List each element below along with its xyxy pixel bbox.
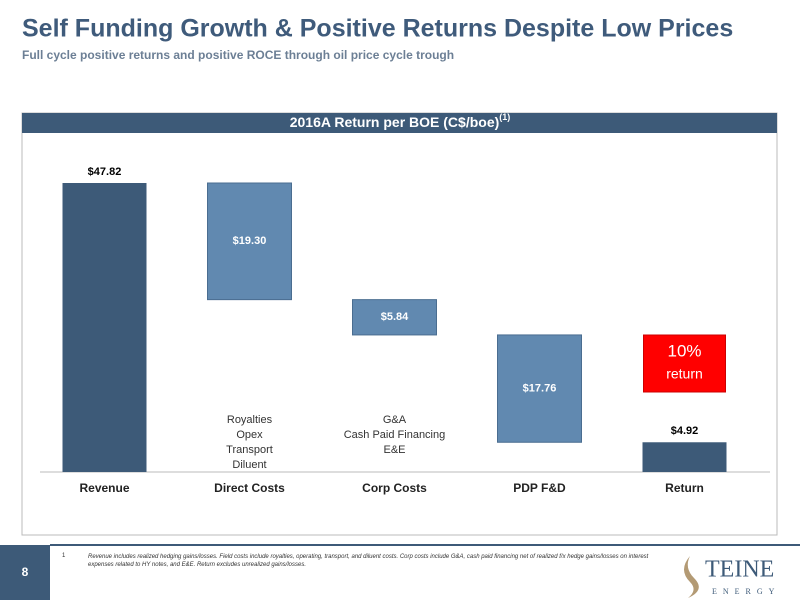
x-tick-label: Corp Costs: [362, 481, 427, 495]
bar: [207, 182, 292, 301]
callout-text: return: [666, 366, 703, 382]
value-label: $17.76: [523, 383, 557, 395]
chart-title-text: 2016A Return per BOE (C$/boe): [290, 114, 500, 130]
value-label: $5.84: [381, 311, 409, 323]
bar-note: E&E: [383, 444, 405, 456]
bar: [497, 334, 582, 443]
chart-header: [22, 113, 777, 133]
bar-note: Cash Paid Financing: [344, 429, 446, 441]
page-box: [0, 545, 50, 600]
logo-name: TEINE: [705, 557, 774, 583]
logo-sub: ENERGY: [712, 587, 780, 596]
chart-title: 2016A Return per BOE (C$/boe)(1): [290, 112, 511, 129]
logo-mark: [684, 556, 699, 598]
x-tick-label: Return: [665, 481, 704, 495]
x-tick-label: PDP F&D: [513, 481, 566, 495]
x-tick-label: Revenue: [79, 481, 129, 495]
page-number: 8: [22, 565, 29, 579]
footnote-marker: 1: [62, 553, 66, 559]
bar: [62, 183, 147, 472]
bar-note: Opex: [236, 429, 263, 441]
bar: [352, 299, 437, 336]
bar-note: G&A: [383, 414, 407, 426]
slide-subtitle: Full cycle positive returns and positive…: [22, 48, 454, 62]
bar-note: Transport: [226, 444, 273, 456]
chart-title-note: (1): [499, 112, 510, 122]
footnote: Revenue includes realized hedging gains/…: [88, 554, 649, 568]
x-tick-label: Direct Costs: [214, 481, 285, 495]
bar-note: Diluent: [232, 459, 266, 471]
slide-title: Self Funding Growth & Positive Returns D…: [22, 15, 733, 43]
callout-text: 10%: [667, 341, 701, 360]
bar: [642, 442, 727, 472]
value-label: $4.92: [671, 425, 699, 437]
callout-box: [643, 334, 726, 393]
value-label: $19.30: [233, 235, 267, 247]
bar-note: Royalties: [227, 414, 273, 426]
value-label: $47.82: [88, 166, 122, 178]
